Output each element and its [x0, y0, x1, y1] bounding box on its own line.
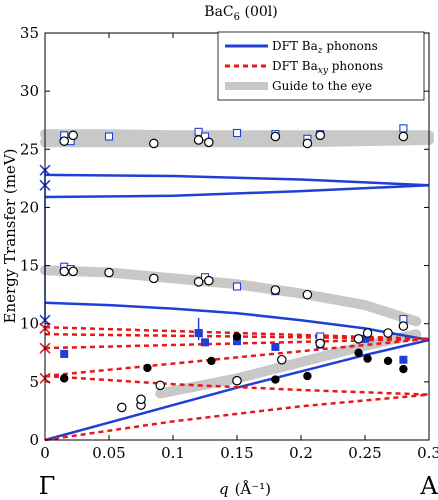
plot-area — [39, 124, 434, 442]
y-tick-label: 35 — [20, 24, 39, 42]
open-circle-point-4 — [204, 137, 214, 148]
open-circle-point-17 — [398, 321, 409, 331]
guide-band-1 — [40, 135, 434, 148]
y-tick-label: 10 — [20, 315, 39, 333]
dft-xy-branch-5 — [44, 393, 430, 442]
legend-label-guide: Guide to the eye — [272, 79, 372, 93]
open-circle-point-12 — [149, 273, 159, 284]
dft-z-branch-1 — [44, 184, 430, 199]
dft-xy-branch-4 — [44, 374, 430, 396]
gamma-point-label: Γ — [39, 472, 56, 500]
filled-square-point-1 — [194, 329, 203, 338]
open-circle-point-16 — [302, 289, 313, 300]
x-tick-label: 0.1 — [161, 444, 185, 462]
open-circle-point-21 — [155, 380, 165, 391]
dft-z-branch-3 — [44, 338, 430, 442]
filled-circle-point-8 — [383, 356, 393, 366]
chart-title: BaC6 (00l) — [204, 4, 277, 23]
open-square-point-5 — [232, 128, 242, 138]
y-tick-label: 0 — [29, 431, 39, 449]
open-circle-point-26 — [362, 328, 373, 338]
filled-circle-point-5 — [303, 371, 312, 381]
open-circle-point-10 — [68, 266, 78, 277]
x-tick-label: 0 — [40, 444, 50, 462]
axes: 0 0.05 0.1 0.15 0.2 0.25 0.3 0 5 10 15 20 25 30 35 — [20, 24, 438, 462]
open-circle-point-9 — [59, 266, 69, 277]
open-circle-point-5 — [270, 131, 281, 142]
open-circle-point-18 — [117, 402, 127, 413]
x-tick-label: 0.15 — [220, 444, 253, 462]
open-circle-point-27 — [383, 328, 393, 338]
filled-circle-point-6 — [354, 348, 363, 357]
open-circle-point-3 — [193, 135, 204, 145]
open-circle-point-1 — [68, 130, 78, 141]
open-circle-point-0 — [59, 136, 69, 146]
open-circle-point-6 — [302, 138, 313, 149]
guide-band-3 — [155, 329, 422, 399]
filled-square-point-7 — [399, 355, 408, 364]
filled-square-point-4 — [271, 342, 280, 351]
x-tick-label: 0.05 — [92, 444, 125, 462]
filled-circle-point-9 — [399, 364, 408, 374]
filled-circle-point-0 — [59, 374, 69, 383]
dft-z-branch-0 — [44, 173, 430, 187]
open-circle-point-24 — [315, 338, 325, 349]
open-circle-point-23 — [276, 354, 287, 365]
filled-circle-point-2 — [207, 356, 216, 366]
open-square-point-9 — [399, 124, 408, 133]
filled-square-point-2 — [201, 338, 209, 347]
legend-label-dft-xy: DFT Baxy phonons — [272, 59, 383, 76]
open-square-point-13 — [232, 282, 242, 291]
y-tick-label: 20 — [20, 198, 39, 216]
y-axis-label: Energy Transfer (meV) — [1, 149, 19, 324]
open-circle-point-20 — [136, 394, 146, 405]
dft-xy-branch-3 — [44, 337, 430, 378]
x-axis-label: q (Å⁻¹) — [219, 480, 271, 498]
open-square-point-2 — [104, 132, 114, 141]
y-tick-label: 30 — [20, 82, 39, 100]
filled-circle-point-1 — [143, 363, 152, 373]
open-circle-point-13 — [193, 277, 204, 287]
x-tick-label: 0.2 — [289, 444, 313, 462]
open-circle-point-11 — [104, 267, 114, 278]
filled-circle-point-4 — [271, 375, 280, 384]
y-tick-label: 5 — [29, 373, 39, 391]
a-point-label: A — [419, 472, 438, 500]
filled-square-point-0 — [60, 349, 69, 358]
open-circle-point-2 — [149, 138, 159, 149]
x-tick-label: 0.25 — [348, 444, 381, 462]
y-tick-label: 25 — [20, 140, 39, 158]
filled-circle-point-7 — [363, 354, 372, 363]
open-circle-point-14 — [204, 275, 214, 286]
open-circle-point-7 — [315, 130, 325, 141]
filled-circle-point-3 — [232, 332, 242, 341]
legend: DFT Baz phonons DFT Baxy phonons Guide t… — [217, 31, 425, 101]
open-circle-point-22 — [232, 375, 242, 386]
x-tick-label: 0.3 — [417, 444, 438, 462]
open-circle-point-15 — [270, 285, 281, 295]
y-tick-label: 15 — [20, 257, 39, 275]
open-circle-point-8 — [398, 131, 409, 142]
legend-label-dft-z: DFT Baz phonons — [272, 39, 378, 56]
dft-z-branch-2 — [44, 301, 430, 342]
open-circle-point-25 — [353, 334, 364, 344]
